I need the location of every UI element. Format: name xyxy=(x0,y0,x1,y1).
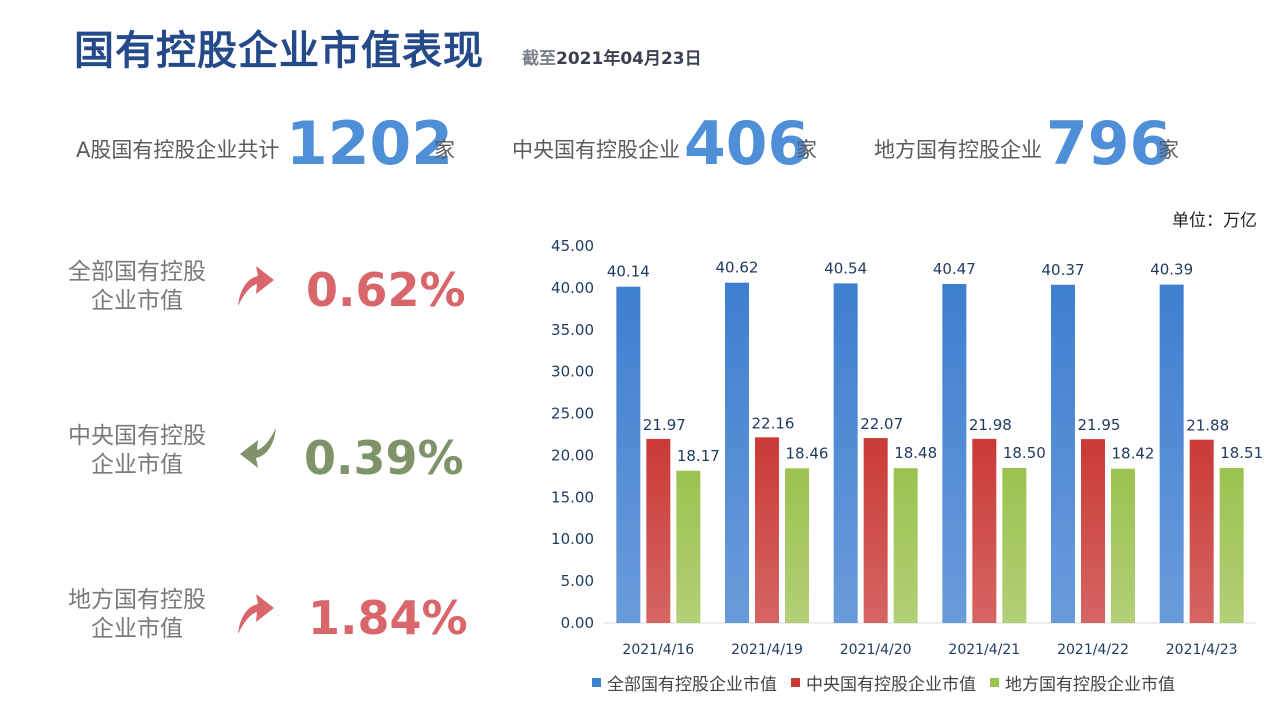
bar xyxy=(1051,284,1075,623)
indicator-total-label-line1: 全部国有控股 xyxy=(68,259,206,285)
as-of-date-value: 2021年04月23日 xyxy=(556,49,702,69)
data-label: 40.39 xyxy=(1150,261,1193,279)
bar xyxy=(1081,439,1105,623)
x-tick-label: 2021/4/20 xyxy=(840,642,912,658)
y-tick-label: 35.00 xyxy=(551,321,594,339)
data-label: 18.51 xyxy=(1220,444,1263,462)
bar xyxy=(972,438,997,623)
as-of-prefix: 截至 xyxy=(522,49,556,69)
indicator-local-label-line1: 地方国有控股 xyxy=(68,587,206,613)
data-label: 40.47 xyxy=(933,260,976,278)
bar xyxy=(1219,467,1244,623)
bar xyxy=(1159,284,1184,623)
bar xyxy=(833,283,858,623)
data-label: 22.07 xyxy=(860,415,903,433)
x-tick-label: 2021/4/16 xyxy=(622,642,694,658)
bar xyxy=(1002,468,1027,623)
data-label: 40.54 xyxy=(824,259,867,277)
y-tick-label: 40.00 xyxy=(551,279,594,297)
stat-total-label: A股国有控股企业共计 xyxy=(76,138,280,162)
indicator-central-label: 中央国有控股 企业市值 xyxy=(52,422,222,480)
stat-local-unit: 家 xyxy=(1158,138,1179,162)
bar xyxy=(616,286,641,623)
legend-label-total: 全部国有控股企业市值 xyxy=(607,675,777,695)
y-tick-label: 25.00 xyxy=(551,405,594,423)
legend-item-central: 中央国有控股企业市值 xyxy=(791,670,976,695)
legend-label-central: 中央国有控股企业市值 xyxy=(806,675,976,695)
data-label: 18.48 xyxy=(894,444,937,462)
y-tick-label: 15.00 xyxy=(551,488,594,506)
data-label: 40.62 xyxy=(716,259,759,277)
y-tick-label: 10.00 xyxy=(551,530,594,548)
data-label: 40.37 xyxy=(1042,261,1085,279)
y-tick-label: 0.00 xyxy=(561,614,594,632)
indicator-local-label: 地方国有控股 企业市值 xyxy=(52,586,222,644)
indicator-total-label-line2: 企业市值 xyxy=(91,288,183,314)
stat-local-label: 地方国有控股企业 xyxy=(874,138,1042,162)
data-label: 21.88 xyxy=(1186,417,1229,435)
legend-item-total: 全部国有控股企业市值 xyxy=(592,670,777,695)
data-label: 18.46 xyxy=(786,444,829,462)
x-tick-label: 2021/4/22 xyxy=(1057,642,1129,658)
x-tick-label: 2021/4/21 xyxy=(948,642,1020,658)
stat-central-unit: 家 xyxy=(796,138,817,162)
indicator-central-label-line2: 企业市值 xyxy=(91,452,183,478)
stat-central-value: 406 xyxy=(684,109,810,179)
as-of-date: 截至2021年04月23日 xyxy=(522,44,702,69)
bar xyxy=(893,468,918,623)
data-label: 22.16 xyxy=(752,414,795,432)
y-tick-label: 20.00 xyxy=(551,446,594,464)
data-label: 21.95 xyxy=(1078,416,1121,434)
bar xyxy=(755,437,779,623)
indicator-central-label-line1: 中央国有控股 xyxy=(68,423,206,449)
legend-label-local: 地方国有控股企业市值 xyxy=(1005,675,1175,695)
data-label: 18.50 xyxy=(1003,444,1046,462)
bar xyxy=(725,282,749,623)
stat-central-label: 中央国有控股企业 xyxy=(512,138,680,162)
legend-swatch-total xyxy=(592,678,601,687)
indicator-local-label-line2: 企业市值 xyxy=(91,616,183,642)
bar xyxy=(785,468,809,623)
data-label: 21.97 xyxy=(643,416,686,434)
indicator-total-change: 0.62% xyxy=(306,263,466,317)
bar xyxy=(676,470,701,623)
stat-total-value: 1202 xyxy=(286,109,453,179)
data-label: 18.42 xyxy=(1112,445,1155,463)
x-tick-label: 2021/4/19 xyxy=(731,642,803,658)
indicator-total-label: 全部国有控股 企业市值 xyxy=(52,258,222,316)
bar xyxy=(646,438,671,623)
arrow-up-icon xyxy=(238,594,274,634)
data-label: 40.14 xyxy=(607,263,650,281)
bar xyxy=(863,438,888,623)
chart-legend: 全部国有控股企业市值 中央国有控股企业市值 地方国有控股企业市值 xyxy=(592,670,1175,695)
unit-label: 单位：万亿 xyxy=(1172,211,1257,231)
y-tick-label: 5.00 xyxy=(561,572,594,590)
page-title: 国有控股企业市值表现 xyxy=(74,28,484,74)
stat-total-unit: 家 xyxy=(434,138,455,162)
data-label: 18.17 xyxy=(677,447,720,465)
data-label: 21.98 xyxy=(969,416,1012,434)
bar-chart: 0.00 5.00 10.00 15.00 20.00 25.00 30.00 35.00 40… xyxy=(551,237,1263,658)
stat-local-value: 796 xyxy=(1046,109,1172,179)
indicator-central-change: 0.39% xyxy=(304,431,464,485)
indicator-local-change: 1.84% xyxy=(308,591,468,645)
legend-swatch-local xyxy=(990,678,999,687)
legend-swatch-central xyxy=(791,678,800,687)
x-tick-label: 2021/4/23 xyxy=(1166,642,1238,658)
bar xyxy=(1189,439,1214,623)
bar xyxy=(1111,468,1135,623)
bar xyxy=(942,283,967,623)
arrow-down-icon xyxy=(240,428,276,468)
arrow-up-icon xyxy=(238,266,274,306)
y-tick-label: 45.00 xyxy=(551,237,594,255)
legend-item-local: 地方国有控股企业市值 xyxy=(990,670,1175,695)
y-tick-label: 30.00 xyxy=(551,363,594,381)
